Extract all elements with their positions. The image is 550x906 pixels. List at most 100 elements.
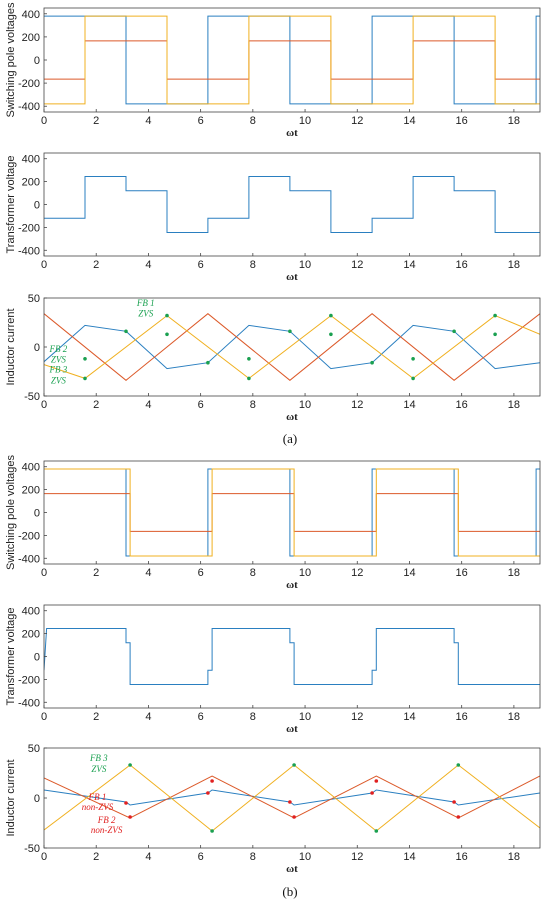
plot-frame bbox=[43, 460, 541, 565]
y-tick-label: -400 bbox=[18, 101, 40, 113]
x-tick-label: 14 bbox=[403, 711, 415, 723]
x-tick-label: 16 bbox=[456, 399, 468, 411]
x-tick-label: 14 bbox=[403, 399, 415, 411]
plot-frame bbox=[43, 604, 541, 709]
x-tick-label: 2 bbox=[93, 851, 99, 863]
y-tick-label: 200 bbox=[22, 32, 40, 44]
x-tick-label: 4 bbox=[145, 711, 151, 723]
x-axis-label: ωt bbox=[286, 411, 298, 423]
y-axis-label: Transformer voltage bbox=[5, 607, 17, 705]
x-tick-label: 18 bbox=[508, 711, 520, 723]
y-tick-label: 0 bbox=[34, 55, 40, 67]
x-tick-label: 18 bbox=[508, 259, 520, 271]
plot-4: 0 2 4 6 8 10 12 14 16 18 -400 -200 0 200 400 ωt Switchin… bbox=[5, 455, 541, 591]
annotation-text: FB 3 bbox=[89, 753, 108, 763]
zvs-marker bbox=[452, 329, 456, 334]
non-zvs-marker bbox=[206, 791, 210, 795]
y-tick-label: 0 bbox=[34, 793, 40, 805]
y-tick-label: 50 bbox=[28, 743, 40, 755]
y-tick-label: 0 bbox=[34, 508, 40, 520]
zvs-marker bbox=[329, 313, 333, 318]
x-tick-label: 16 bbox=[456, 567, 468, 579]
y-tick-label: -400 bbox=[18, 553, 40, 565]
x-axis-label: ωt bbox=[286, 579, 298, 591]
y-tick-label: 50 bbox=[28, 293, 40, 305]
y-tick-label: 200 bbox=[22, 177, 40, 189]
x-tick-label: 12 bbox=[351, 259, 363, 271]
annotation-text: FB 3 bbox=[48, 364, 67, 374]
plot-1: 0 2 4 6 8 10 12 14 16 18 -400 -200 0 200 400 ωt Switchin… bbox=[5, 2, 541, 139]
x-tick-label: 2 bbox=[93, 567, 99, 579]
non-zvs-marker bbox=[374, 779, 379, 783]
x-tick-label: 0 bbox=[41, 115, 47, 127]
x-tick-label: 4 bbox=[145, 399, 151, 411]
plot-frame bbox=[43, 297, 541, 397]
series-line-red bbox=[44, 313, 540, 381]
y-tick-label: 400 bbox=[22, 462, 40, 474]
plot-2: 0 2 4 6 8 10 12 14 16 18 -400 -200 0 200 400 ωt Transfor… bbox=[5, 152, 541, 283]
y-tick-label: -200 bbox=[18, 674, 40, 686]
x-tick-label: 8 bbox=[250, 567, 256, 579]
series-line-blue bbox=[44, 324, 540, 370]
x-axis-label: ωt bbox=[286, 127, 298, 139]
x-tick-label: 2 bbox=[93, 399, 99, 411]
zvs-marker bbox=[210, 829, 214, 833]
x-tick-label: 10 bbox=[299, 567, 311, 579]
series-line-red bbox=[44, 775, 540, 819]
x-tick-label: 8 bbox=[250, 259, 256, 271]
plots-layer: 0 2 4 6 8 10 12 14 16 18-400-2000200400ωtSwitchin… bbox=[5, 2, 541, 875]
series-line-yellow bbox=[44, 15, 540, 105]
x-tick-label: 16 bbox=[456, 115, 468, 127]
x-tick-label: 12 bbox=[351, 711, 363, 723]
zvs-marker bbox=[206, 360, 210, 365]
zvs-marker bbox=[247, 357, 251, 361]
zvs-marker bbox=[456, 763, 461, 767]
x-tick-label: 18 bbox=[508, 399, 520, 411]
plot-frame bbox=[43, 152, 541, 257]
y-axis-label: Switching pole voltages bbox=[5, 2, 17, 117]
series-line-yellow bbox=[44, 468, 540, 557]
series-line-red bbox=[44, 40, 540, 80]
x-axis-label: ωt bbox=[286, 863, 298, 875]
annotation-text: FB 1 bbox=[88, 792, 107, 802]
y-tick-label: 400 bbox=[22, 154, 40, 166]
series-line-red bbox=[44, 493, 540, 532]
x-tick-label: 8 bbox=[250, 399, 256, 411]
zvs-marker bbox=[128, 763, 132, 767]
zvs-marker bbox=[165, 313, 169, 318]
annotation-text: non-ZVS bbox=[91, 825, 123, 835]
zvs-marker bbox=[370, 360, 374, 365]
x-tick-label: 10 bbox=[299, 259, 311, 271]
x-tick-label: 18 bbox=[508, 567, 520, 579]
y-tick-label: 0 bbox=[34, 200, 40, 212]
zvs-marker bbox=[411, 357, 415, 361]
panel-b-label: (b) bbox=[282, 884, 297, 899]
x-tick-label: 8 bbox=[250, 851, 256, 863]
y-tick-label: 0 bbox=[34, 652, 40, 664]
x-tick-label: 18 bbox=[508, 851, 520, 863]
series-line-blue bbox=[44, 176, 540, 233]
zvs-marker bbox=[329, 332, 333, 337]
x-tick-label: 14 bbox=[403, 851, 415, 863]
y-tick-label: -400 bbox=[18, 697, 40, 709]
x-tick-label: 4 bbox=[145, 851, 151, 863]
x-tick-label: 0 bbox=[41, 711, 47, 723]
non-zvs-marker bbox=[128, 815, 132, 819]
zvs-marker bbox=[247, 376, 251, 381]
x-tick-label: 6 bbox=[198, 399, 204, 411]
zvs-marker bbox=[493, 332, 497, 337]
x-tick-label: 4 bbox=[145, 115, 151, 127]
x-tick-label: 6 bbox=[198, 851, 204, 863]
y-axis-label: Transformer voltage bbox=[5, 155, 17, 253]
x-tick-label: 16 bbox=[456, 851, 468, 863]
x-tick-label: 4 bbox=[145, 567, 151, 579]
x-tick-label: 6 bbox=[198, 711, 204, 723]
x-tick-label: 16 bbox=[456, 711, 468, 723]
annotation-text: FB 2 bbox=[48, 344, 67, 354]
x-tick-label: 2 bbox=[93, 115, 99, 127]
y-tick-label: 200 bbox=[22, 485, 40, 497]
y-tick-label: -200 bbox=[18, 222, 40, 234]
zvs-marker bbox=[411, 376, 415, 381]
x-tick-label: 12 bbox=[351, 399, 363, 411]
